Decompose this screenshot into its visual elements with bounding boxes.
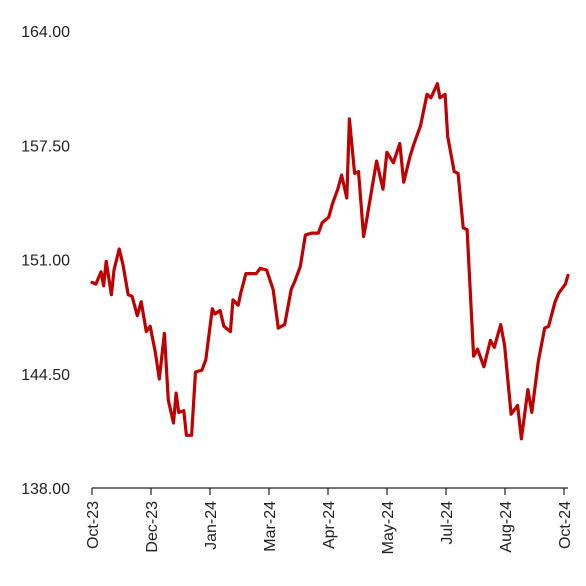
x-tick-label: Mar-24	[262, 501, 279, 552]
x-tick-label: Jan-24	[203, 501, 220, 550]
x-tick-label: Dec-23	[144, 501, 161, 553]
y-tick-label: 144.50	[21, 367, 70, 384]
y-tick-label: 138.00	[21, 481, 70, 498]
y-tick-label: 157.50	[21, 138, 70, 155]
x-tick-label: Apr-24	[321, 501, 338, 549]
series-line-0	[90, 82, 570, 441]
y-tick-label: 151.00	[21, 253, 70, 270]
y-tick-label: 164.00	[21, 24, 70, 41]
x-tick-label: Oct-24	[557, 501, 574, 549]
x-tick-label: Jul-24	[439, 501, 456, 545]
x-tick-label: Oct-23	[85, 501, 102, 549]
x-tick-label: Aug-24	[498, 501, 515, 553]
x-tick-label: May-24	[380, 501, 397, 554]
